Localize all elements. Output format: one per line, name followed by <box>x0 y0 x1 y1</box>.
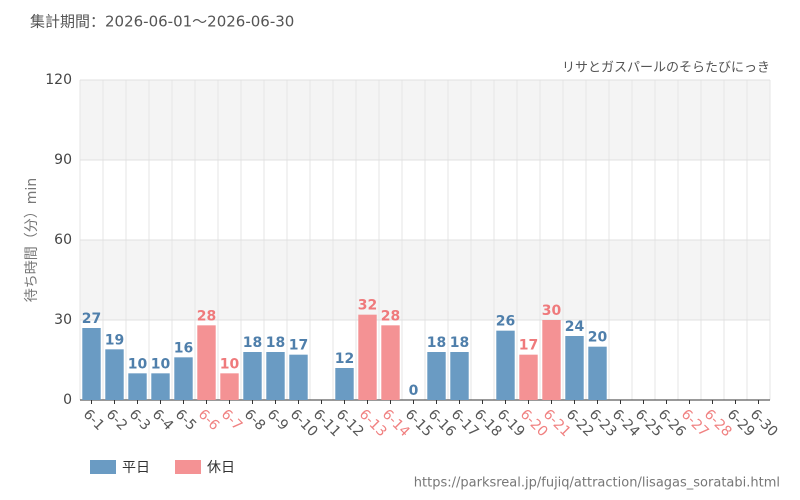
x-tick-label: 6-8 <box>241 406 268 433</box>
x-tick-label: 6-1 <box>80 406 107 433</box>
value-label: 17 <box>289 338 308 354</box>
y-tick-label: 90 <box>54 152 72 168</box>
bar <box>335 368 354 400</box>
bar <box>289 354 308 400</box>
value-label: 10 <box>128 356 148 372</box>
y-tick-label: 0 <box>63 392 72 408</box>
bar <box>197 325 216 400</box>
x-tick-label: 6-6 <box>195 406 223 434</box>
legend-swatch <box>90 460 116 474</box>
legend-label: 休日 <box>207 460 235 476</box>
value-label: 10 <box>151 356 171 372</box>
value-label: 19 <box>105 332 124 348</box>
value-label: 26 <box>496 314 515 330</box>
value-label: 18 <box>266 335 285 351</box>
x-tick-label: 6-2 <box>103 406 130 433</box>
value-label: 18 <box>243 335 262 351</box>
value-label: 16 <box>174 340 193 356</box>
y-tick-label: 60 <box>54 232 72 248</box>
value-label: 20 <box>588 330 608 346</box>
chart-title: 集計期間：2026-06-01～2026-06-30 <box>30 13 294 31</box>
bar <box>174 357 193 400</box>
value-label: 10 <box>220 356 240 372</box>
bar <box>450 352 469 400</box>
value-label: 30 <box>542 303 562 319</box>
value-label: 18 <box>450 335 469 351</box>
chart-subtitle: リサとガスパールのそらたびにっき <box>562 61 770 76</box>
x-tick-label: 6-7 <box>218 406 245 433</box>
y-tick-label: 30 <box>54 312 72 328</box>
bar <box>427 352 446 400</box>
source-url: https://parksreal.jp/fujiq/attraction/li… <box>414 476 780 491</box>
x-tick-label: 6-4 <box>149 406 177 434</box>
y-axis-label: 待ち時間（分）min <box>24 178 40 302</box>
bar <box>496 330 515 400</box>
value-label: 0 <box>409 383 419 399</box>
value-label: 28 <box>197 308 216 324</box>
value-label: 32 <box>358 298 377 314</box>
value-label: 24 <box>565 319 585 335</box>
bar <box>128 373 147 400</box>
x-tick-label: 6-5 <box>172 406 199 433</box>
value-label: 12 <box>335 351 354 367</box>
bar <box>381 325 400 400</box>
y-tick-label: 120 <box>45 72 72 88</box>
bar <box>151 373 170 400</box>
bar <box>588 346 607 400</box>
value-label: 17 <box>519 338 538 354</box>
legend-label: 平日 <box>122 460 150 476</box>
bar <box>220 373 239 400</box>
bar <box>105 349 124 400</box>
legend-swatch <box>175 460 201 474</box>
bar <box>565 336 584 400</box>
x-tick-label: 6-3 <box>126 406 153 433</box>
bar <box>542 320 561 400</box>
bar <box>82 328 101 400</box>
value-label: 27 <box>82 311 101 327</box>
bar <box>519 354 538 400</box>
bar <box>266 352 285 400</box>
value-label: 18 <box>427 335 446 351</box>
bar <box>358 314 377 400</box>
bar <box>243 352 262 400</box>
value-label: 28 <box>381 308 400 324</box>
x-tick-label: 6-9 <box>264 406 291 433</box>
